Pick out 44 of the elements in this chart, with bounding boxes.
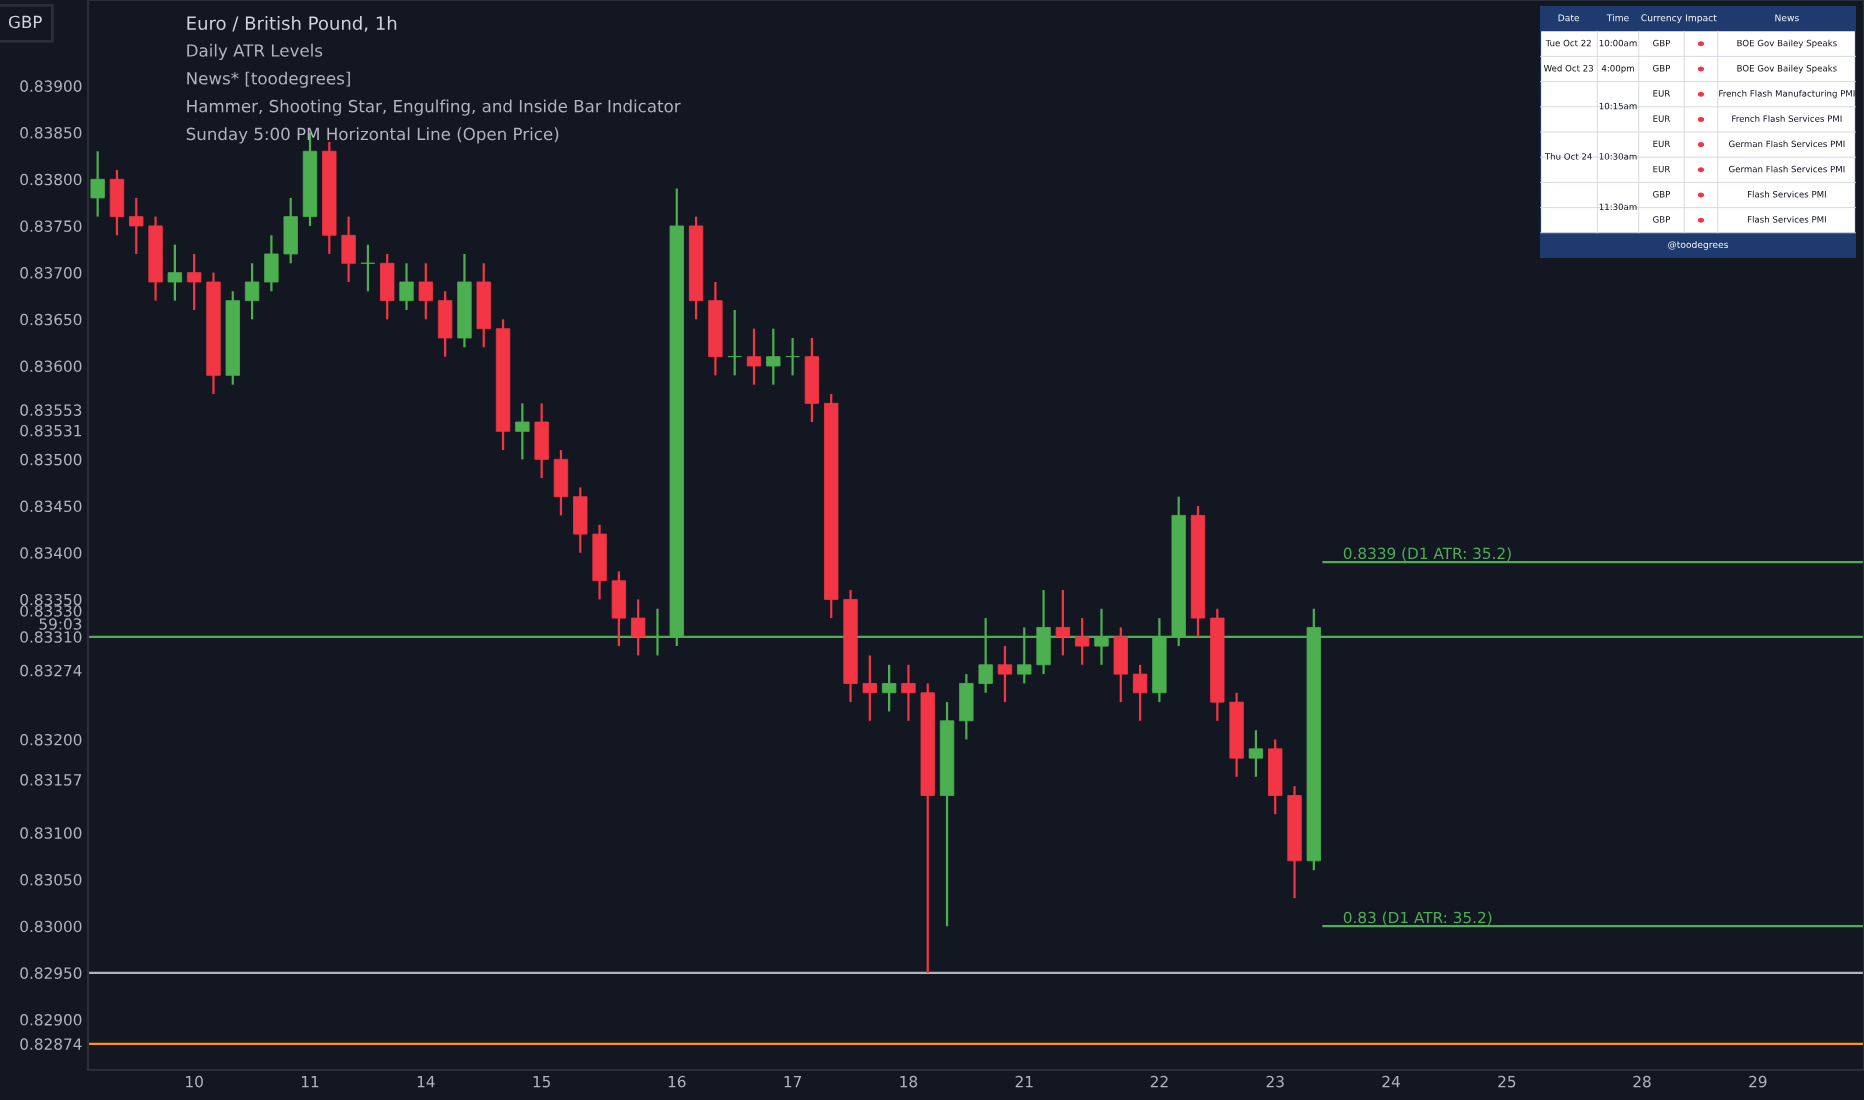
candlestick	[592, 523, 607, 601]
annotation: Daily ATR Levels	[187, 43, 323, 60]
candlestick	[804, 336, 820, 424]
candlestick	[785, 336, 800, 377]
candlestick	[360, 243, 376, 293]
annotation: Hammer, Shooting Star, Engulfing, and Inside Bar Indicator	[187, 99, 681, 116]
candlestick	[766, 327, 781, 386]
candlestick	[1132, 663, 1148, 722]
candlestick	[1113, 626, 1128, 704]
candlestick	[573, 486, 588, 554]
candlestick	[1055, 588, 1071, 657]
annotation: News* [toodegrees]	[187, 71, 350, 88]
candlestick	[341, 215, 356, 284]
candlestick	[534, 402, 549, 480]
candlestick	[881, 663, 897, 713]
candlestick	[746, 327, 762, 386]
candlestick	[515, 402, 530, 461]
candlestick	[862, 654, 877, 722]
candlestick	[1268, 738, 1283, 816]
candlestick	[959, 673, 974, 741]
candlestick	[997, 645, 1013, 704]
candlestick	[553, 448, 569, 517]
candlestick	[611, 570, 627, 648]
candlestick	[399, 262, 414, 312]
candlestick	[129, 196, 144, 256]
candlestick	[437, 290, 453, 358]
y-axis-title: GBP	[8, 15, 42, 29]
candlestick	[90, 150, 105, 218]
candlestick	[283, 196, 298, 265]
candlestick	[901, 663, 916, 722]
candlestick	[418, 262, 433, 321]
candlestick	[1075, 616, 1090, 666]
candlestick	[264, 234, 279, 293]
candlestick	[476, 262, 491, 349]
candlestick	[1248, 729, 1264, 778]
candlestick	[109, 168, 125, 237]
candlestick	[167, 243, 183, 302]
candlestick	[187, 252, 202, 312]
annotation: Sunday 5:00 PM Horizontal Line (Open Price)	[186, 127, 559, 144]
candlestick	[380, 252, 395, 321]
text: Euro / British Pound, 1h	[187, 16, 397, 32]
candlestick	[727, 308, 742, 377]
candlestick	[631, 598, 646, 657]
candlestick	[244, 262, 260, 321]
